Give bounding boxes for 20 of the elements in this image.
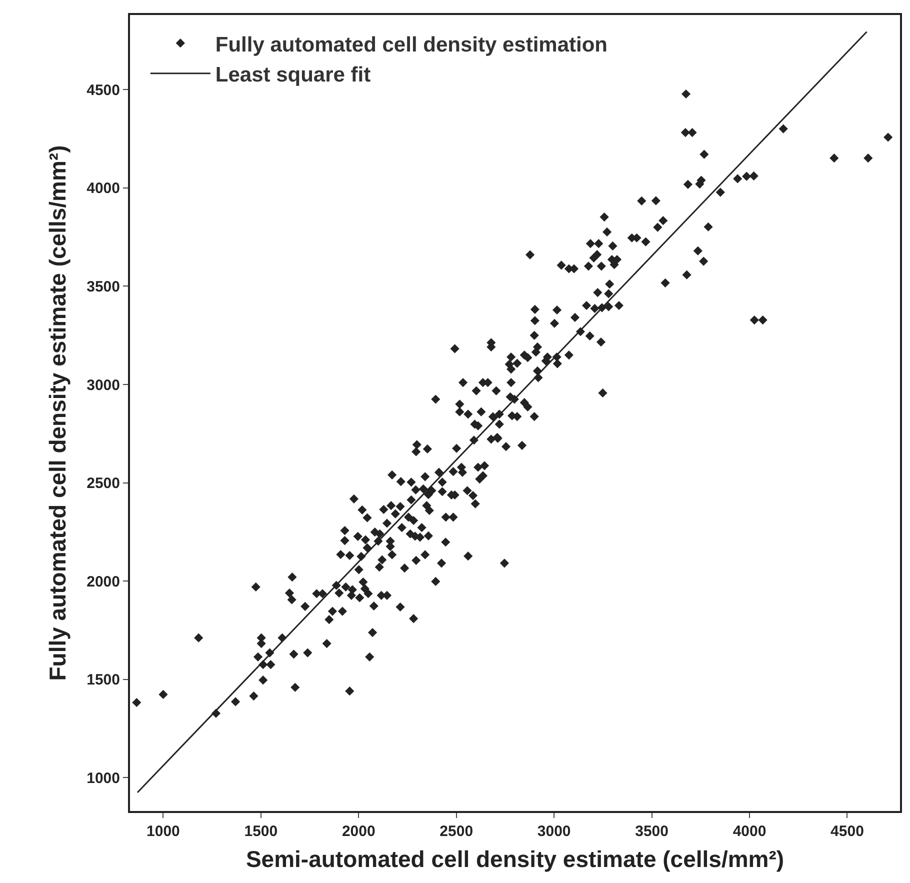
y-tick-label: 2500	[86, 475, 120, 492]
y-tick-label: 1000	[86, 770, 120, 787]
x-tick-label: 4000	[732, 823, 766, 840]
legend-label: Least square fit	[215, 64, 371, 87]
y-tick-label: 2000	[86, 573, 120, 590]
x-tick-label: 2000	[342, 823, 376, 840]
y-tick-label: 1500	[86, 672, 120, 689]
x-tick-label: 3000	[537, 823, 571, 840]
y-tick-label: 3000	[86, 376, 120, 394]
y-tick-label: 4500	[86, 82, 120, 99]
y-tick-label: 3500	[86, 278, 120, 296]
x-tick-label: 2500	[440, 823, 474, 840]
legend-label: Fully automated cell density estimation	[215, 33, 608, 56]
x-axis-title: Semi-automated cell density estimate (cells/mm²)	[246, 846, 784, 872]
x-tick-label: 3500	[635, 823, 668, 840]
y-tick-label: 4000	[86, 180, 120, 198]
x-tick-label: 1000	[146, 823, 180, 840]
x-tick-label: 4500	[830, 823, 864, 840]
x-tick-label: 1500	[244, 823, 278, 840]
y-axis-title: Fully automated cell density estimate (cells/mm²)	[44, 145, 71, 681]
